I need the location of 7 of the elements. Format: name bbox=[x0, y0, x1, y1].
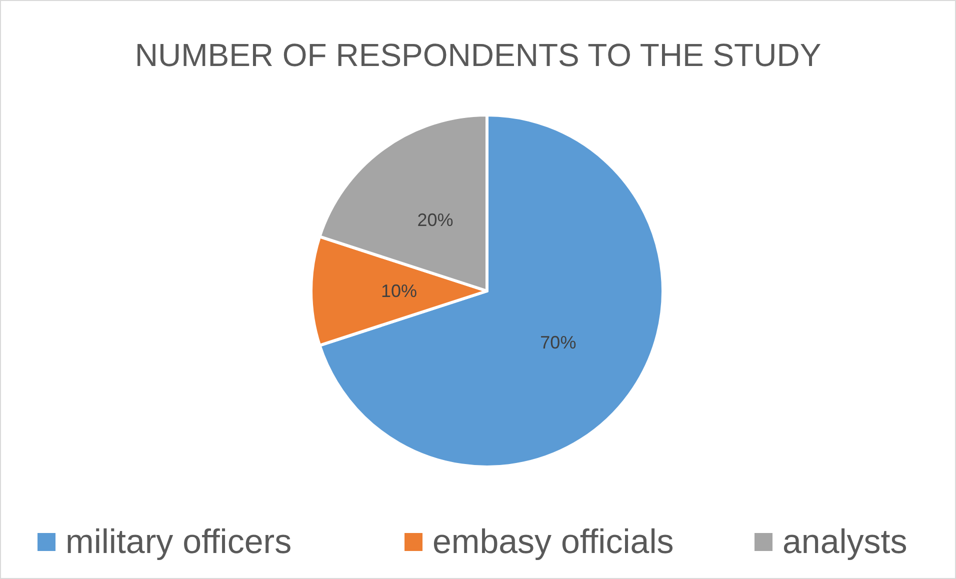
legend-label: analysts bbox=[782, 523, 908, 561]
legend-label: embasy officials bbox=[432, 523, 674, 561]
data-label: 10% bbox=[380, 281, 418, 301]
chart-title: NUMBER OF RESPONDENTS TO THE STUDY bbox=[134, 37, 822, 73]
legend-label: military officers bbox=[66, 523, 292, 561]
data-label: 20% bbox=[417, 210, 454, 230]
data-label: 70% bbox=[540, 332, 576, 353]
